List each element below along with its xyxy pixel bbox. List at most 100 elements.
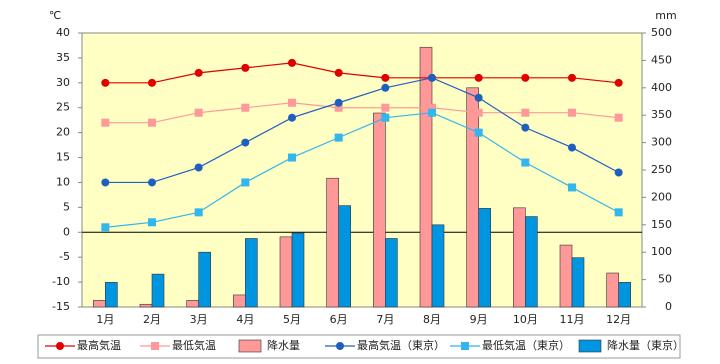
- bar: [606, 272, 619, 308]
- y2-tick-label: 450: [651, 53, 672, 66]
- marker: [521, 123, 530, 132]
- marker: [614, 78, 623, 87]
- marker: [336, 342, 344, 350]
- bar: [245, 238, 258, 308]
- marker: [568, 183, 576, 192]
- x-tick-label: 1月: [96, 313, 114, 326]
- marker: [474, 73, 483, 82]
- x-tick-label: 6月: [330, 313, 348, 326]
- legend-label: 降水量（東京）: [607, 338, 684, 352]
- marker: [56, 342, 64, 350]
- marker: [101, 223, 110, 232]
- y2-tick-label: 150: [651, 218, 672, 231]
- marker: [474, 93, 483, 102]
- marker: [241, 138, 250, 147]
- legend-label: 最高気温: [77, 338, 121, 352]
- marker: [381, 83, 390, 92]
- y-tick-label: 5: [63, 200, 70, 213]
- marker: [194, 108, 203, 117]
- marker: [614, 208, 623, 217]
- x-tick-label: 8月: [423, 313, 441, 326]
- marker: [568, 108, 576, 117]
- bar: [559, 244, 573, 308]
- y-tick-label: 10: [56, 175, 70, 188]
- marker: [381, 113, 390, 122]
- marker: [151, 342, 159, 350]
- y-tick-label: 40: [56, 26, 70, 39]
- marker: [428, 73, 436, 82]
- marker: [288, 98, 296, 107]
- y2-tick-label: 350: [651, 108, 672, 121]
- y2-tick-label: 200: [651, 190, 672, 203]
- marker: [568, 73, 576, 82]
- marker: [521, 158, 530, 167]
- x-tick-label: 10月: [513, 313, 538, 326]
- marker: [474, 128, 483, 137]
- y-tick-label: 25: [56, 101, 70, 114]
- bar: [618, 282, 631, 308]
- legend: [37, 334, 681, 359]
- marker: [614, 168, 623, 177]
- bar: [233, 294, 246, 308]
- marker: [101, 118, 110, 127]
- y-tick-label: -15: [52, 300, 70, 313]
- legend-label: 最低気温: [172, 338, 216, 352]
- marker: [381, 103, 390, 112]
- marker: [428, 103, 436, 112]
- marker: [194, 163, 203, 172]
- marker: [568, 143, 576, 152]
- y2-tick-label: 50: [658, 273, 672, 286]
- bar: [385, 238, 398, 308]
- legend-label: 降水量: [267, 338, 300, 352]
- marker: [148, 78, 156, 87]
- marker: [101, 178, 110, 187]
- series-line: [105, 62, 619, 84]
- bar: [93, 300, 106, 308]
- marker: [521, 73, 530, 82]
- marker: [334, 68, 343, 77]
- x-tick-label: 9月: [470, 313, 488, 326]
- y2-tick-label: 250: [651, 163, 672, 176]
- bar: [525, 216, 538, 308]
- marker: [194, 208, 203, 217]
- x-tick-label: 5月: [283, 313, 301, 326]
- bar: [105, 282, 118, 308]
- series-line: [105, 77, 619, 184]
- y-tick-label: 35: [56, 51, 70, 64]
- marker: [614, 113, 623, 122]
- bar: [291, 232, 305, 308]
- bar: [326, 177, 339, 308]
- marker: [194, 68, 203, 77]
- bar: [513, 207, 526, 308]
- marker: [334, 133, 343, 142]
- y-tick-label: 20: [56, 126, 70, 139]
- marker: [148, 178, 156, 187]
- marker: [521, 108, 530, 117]
- bar: [198, 251, 211, 308]
- bar: [466, 87, 479, 308]
- y2-tick-label: 0: [665, 300, 672, 313]
- x-tick-label: 2月: [143, 313, 161, 326]
- legend-swatch: [238, 339, 262, 353]
- series-line: [105, 112, 619, 228]
- x-tick-label: 3月: [190, 313, 208, 326]
- legend-swatch: [578, 339, 602, 353]
- marker: [101, 78, 110, 87]
- bar: [279, 236, 293, 308]
- series-line: [105, 102, 619, 124]
- marker: [148, 218, 156, 227]
- bar: [338, 205, 351, 308]
- bar: [431, 224, 445, 308]
- plot-area: [81, 32, 643, 308]
- x-tick-label: 4月: [236, 313, 254, 326]
- bar: [478, 208, 491, 308]
- marker: [241, 103, 250, 112]
- y-tick-label: 0: [63, 225, 70, 238]
- y2-tick-label: 500: [651, 26, 672, 39]
- y2-tick-label: 300: [651, 136, 672, 149]
- y-tick-label: -10: [52, 275, 70, 288]
- bar: [419, 46, 433, 308]
- x-tick-label: 11月: [560, 313, 585, 326]
- y-tick-label: 15: [56, 151, 70, 164]
